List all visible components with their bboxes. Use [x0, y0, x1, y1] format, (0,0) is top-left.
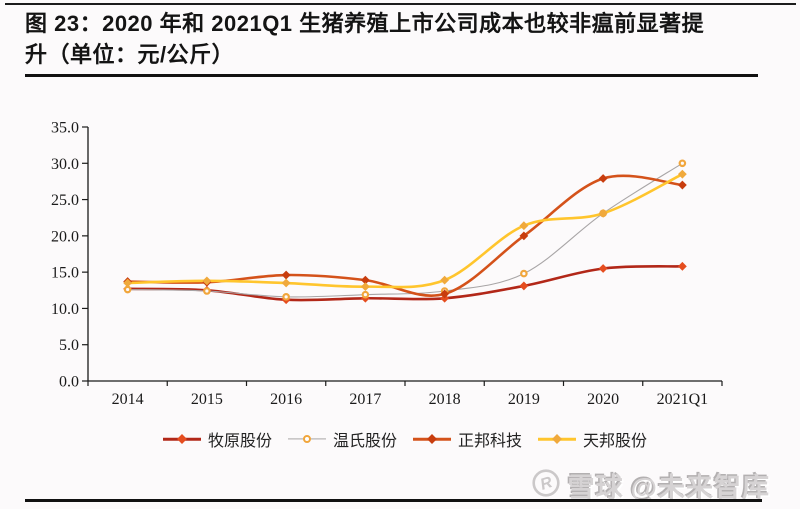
series-marker-2: [281, 270, 291, 280]
title-underline: [25, 74, 758, 77]
series-marker-3: [123, 278, 133, 288]
x-tick-label: 2015: [191, 391, 223, 408]
top-rule: [5, 3, 796, 5]
series-marker-3: [677, 169, 687, 179]
x-tick-label: 2019: [508, 391, 540, 408]
series-marker-hole: [363, 293, 367, 297]
x-tick-label: 2018: [429, 391, 461, 408]
bottom-rule: [25, 499, 762, 502]
y-tick-label: 35.0: [51, 120, 79, 137]
tianbang-line-marker-icon: [538, 434, 577, 444]
legend-item-wens: 温氏股份: [287, 427, 397, 451]
figure-title: 图 23：2020 年和 2021Q1 生猪养殖上市公司成本也较非瘟前显著提 升…: [25, 8, 770, 70]
series-line-3: [126, 172, 684, 289]
series-marker-3: [360, 282, 370, 292]
muyuan-line-marker-icon: [162, 434, 201, 444]
series-marker-0: [677, 261, 687, 271]
series-line-1: [127, 162, 683, 298]
series-marker-0: [598, 264, 608, 273]
x-tick-label: 2016: [270, 391, 302, 408]
series-marker-hole: [284, 295, 288, 299]
legend-label-muyuan: 牧原股份: [207, 433, 272, 450]
y-tick-label: 20.0: [51, 228, 79, 245]
legend-label-zhengbang: 正邦科技: [458, 433, 523, 450]
legend-item-muyuan: 牧原股份: [162, 427, 272, 451]
figure-title-line2: 升（单位：元/公斤）: [25, 42, 235, 67]
x-tick-label: 2021Q1: [657, 391, 709, 408]
figure-title-line1: 图 23：2020 年和 2021Q1 生猪养殖上市公司成本也较非瘟前显著提: [25, 11, 705, 36]
svg-text:R: R: [538, 474, 555, 494]
wens-line-marker-icon: [287, 434, 326, 444]
series-marker-2: [519, 231, 529, 241]
legend-item-tianbang: 天邦股份: [538, 427, 647, 451]
chart-legend: 牧原股份 温氏股份 正邦科技 天邦股份: [88, 428, 722, 450]
series-marker-hole: [205, 289, 209, 293]
legend-item-zhengbang: 正邦科技: [413, 427, 522, 451]
y-tick-label: 15.0: [51, 265, 79, 282]
xueqiu-logo-icon: R: [531, 468, 561, 503]
x-tick-label: 2020: [587, 391, 619, 408]
legend-label-wens: 温氏股份: [332, 433, 397, 450]
series-marker-0: [519, 281, 529, 291]
series-marker-3: [281, 278, 291, 288]
series-line-2: [126, 174, 684, 297]
series-marker-2: [360, 275, 370, 285]
series-marker-2: [440, 289, 450, 299]
series-marker-hole: [522, 271, 526, 276]
y-tick-label: 25.0: [51, 192, 79, 209]
series-marker-2: [598, 174, 608, 183]
zhengbang-line-marker-icon: [413, 434, 451, 444]
series-marker-3: [440, 275, 450, 285]
y-tick-label: 5.0: [59, 337, 79, 354]
series-marker-3: [202, 276, 212, 286]
watermark: R 雪球 @未来智库: [531, 466, 770, 505]
y-tick-label: 0.0: [59, 374, 79, 391]
y-tick-label: 10.0: [51, 301, 79, 318]
legend-label-tianbang: 天邦股份: [583, 433, 648, 450]
y-tick-label: 30.0: [51, 156, 79, 173]
series-marker-3: [519, 221, 529, 231]
series-marker-hole: [126, 287, 130, 292]
watermark-handle: @未来智库: [630, 473, 770, 503]
series-marker-3: [598, 208, 608, 218]
x-tick-label: 2017: [349, 391, 381, 408]
series-marker-hole: [680, 161, 684, 165]
series-marker-2: [677, 180, 687, 190]
x-tick-label: 2014: [112, 391, 144, 408]
watermark-brand: 雪球: [567, 473, 624, 503]
